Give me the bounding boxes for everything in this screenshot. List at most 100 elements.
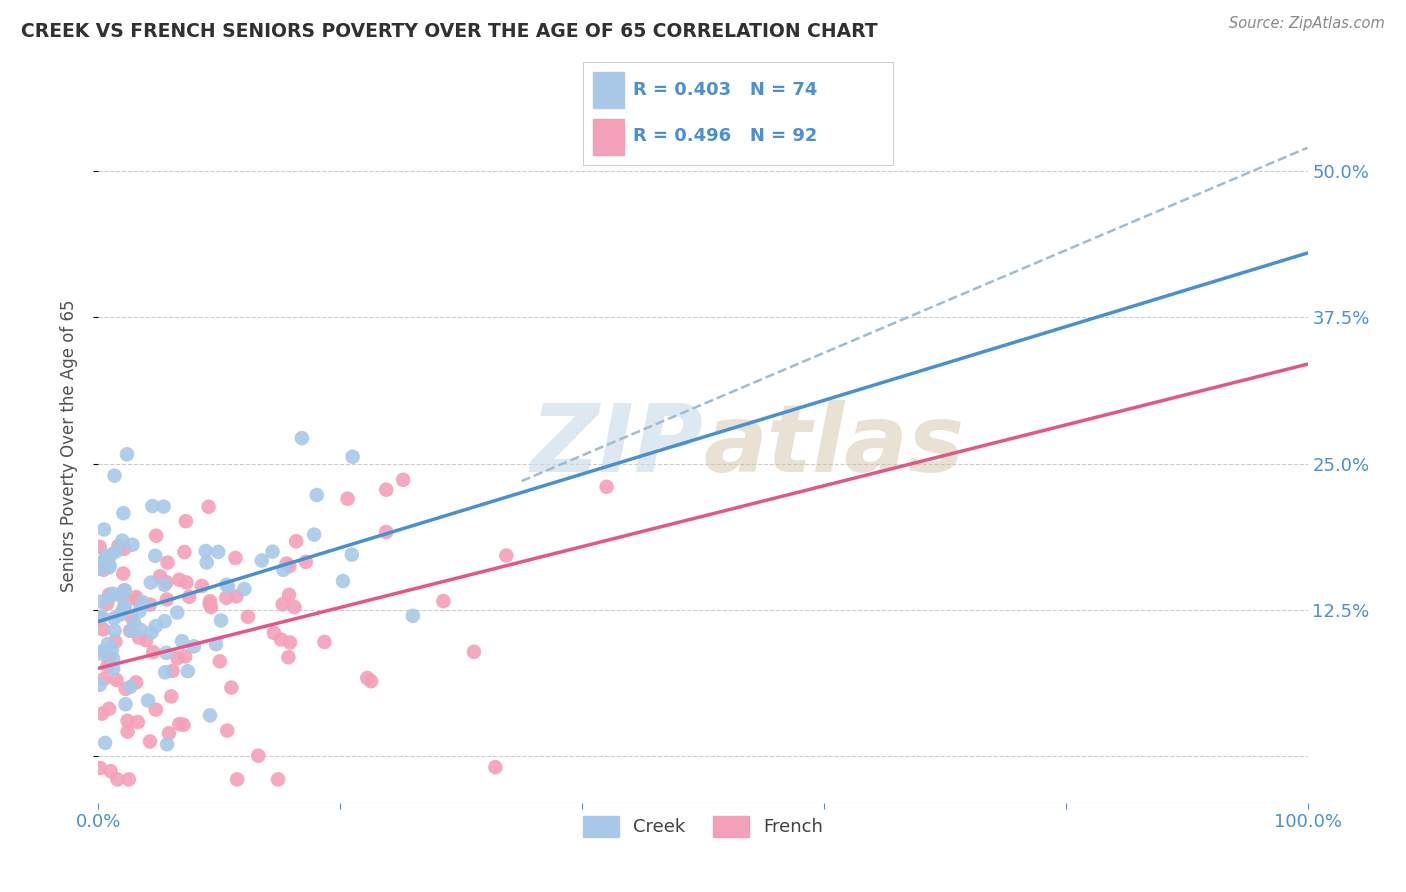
Point [276,557,298,571]
Point [91,644,114,658]
Point [125,675,148,690]
Point [91,623,114,637]
Point [198,597,221,611]
Point [183,640,205,654]
Point [262,544,284,558]
Point [224,551,246,566]
Point [149,569,172,583]
Point [432,594,454,608]
Point [89,678,111,692]
Point [392,473,415,487]
Point [98,702,121,716]
Point [93,672,115,686]
Point [295,555,318,569]
Text: CREEK VS FRENCH SENIORS POVERTY OVER THE AGE OF 65 CORRELATION CHART: CREEK VS FRENCH SENIORS POVERTY OVER THE… [21,22,877,41]
Point [177,664,200,678]
Point [122,615,145,630]
Point [105,772,128,787]
Point [114,583,136,598]
Point [278,559,301,574]
Point [141,499,163,513]
Point [121,538,143,552]
Point [305,488,328,502]
Point [226,772,249,787]
Point [195,556,218,570]
Point [169,717,191,731]
Point [145,703,167,717]
Point [250,553,273,567]
Text: Source: ZipAtlas.com: Source: ZipAtlas.com [1229,16,1385,31]
Point [100,764,122,779]
Text: R = 0.496   N = 92: R = 0.496 N = 92 [633,127,817,145]
Point [90,706,112,721]
Point [197,500,219,514]
Point [236,609,259,624]
Point [101,642,124,657]
Point [215,577,238,591]
Point [278,635,301,649]
Point [375,524,398,539]
Point [200,600,222,615]
Point [135,633,157,648]
Point [125,592,148,607]
Point [225,590,247,604]
Point [273,563,295,577]
Point [108,607,131,622]
Point [484,760,506,774]
Point [153,578,176,592]
Point [107,539,129,553]
Point [141,625,163,640]
Point [117,724,139,739]
Legend: Creek, French: Creek, French [575,808,831,844]
Point [153,665,176,680]
Point [302,527,325,541]
Point [103,611,125,625]
FancyBboxPatch shape [593,71,624,108]
Point [198,594,221,608]
Point [247,748,270,763]
Point [172,717,194,731]
Point [156,556,179,570]
Point [174,514,197,528]
Point [270,632,292,647]
Point [283,600,305,615]
Point [205,637,228,651]
Point [96,659,118,673]
Point [356,671,378,685]
Point [157,726,180,740]
Point [271,597,294,611]
Point [89,761,111,775]
Point [94,549,117,564]
Point [117,714,139,728]
Point [342,450,364,464]
Point [152,500,174,514]
Point [131,595,153,609]
Point [375,483,398,497]
Point [89,540,111,554]
Point [156,737,179,751]
Point [111,533,134,548]
Point [90,594,112,608]
Point [463,645,485,659]
Point [170,634,193,648]
Point [94,736,117,750]
Point [101,651,124,665]
Point [118,772,141,787]
Point [314,635,336,649]
Point [110,588,132,602]
Text: R = 0.403   N = 74: R = 0.403 N = 74 [633,80,817,99]
Point [101,587,124,601]
Point [291,431,314,445]
Point [89,611,111,625]
Point [215,591,238,605]
Point [194,544,217,558]
Point [89,562,111,576]
Point [120,624,142,638]
Point [115,447,138,461]
Point [155,646,177,660]
FancyBboxPatch shape [593,119,624,155]
Point [112,506,135,520]
Point [139,598,162,612]
Point [277,650,299,665]
Point [100,548,122,562]
